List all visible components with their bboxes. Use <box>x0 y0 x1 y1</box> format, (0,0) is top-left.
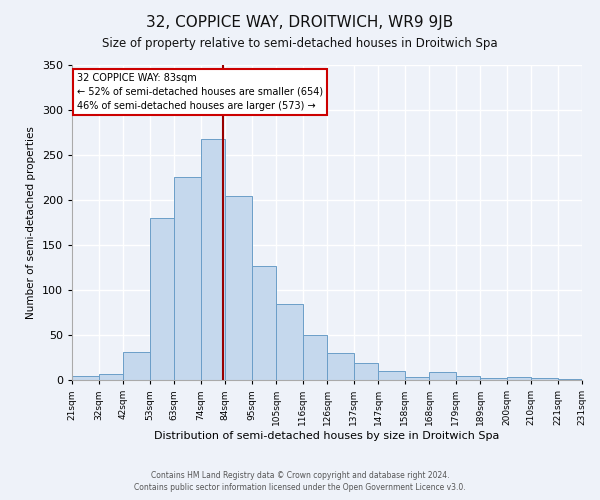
Bar <box>303 335 327 380</box>
Y-axis label: Number of semi-detached properties: Number of semi-detached properties <box>26 126 36 319</box>
Bar <box>456 376 480 380</box>
Bar <box>558 379 582 380</box>
Bar <box>378 371 405 380</box>
Bar <box>201 139 225 380</box>
Bar <box>429 372 456 380</box>
Bar <box>99 374 123 380</box>
Text: Contains HM Land Registry data © Crown copyright and database right 2024.
Contai: Contains HM Land Registry data © Crown c… <box>134 471 466 492</box>
Text: 32, COPPICE WAY, DROITWICH, WR9 9JB: 32, COPPICE WAY, DROITWICH, WR9 9JB <box>146 15 454 30</box>
Text: 32 COPPICE WAY: 83sqm
← 52% of semi-detached houses are smaller (654)
46% of sem: 32 COPPICE WAY: 83sqm ← 52% of semi-deta… <box>77 73 323 111</box>
Bar <box>480 378 507 380</box>
X-axis label: Distribution of semi-detached houses by size in Droitwich Spa: Distribution of semi-detached houses by … <box>154 431 500 441</box>
Bar <box>252 266 276 380</box>
Bar <box>327 353 354 380</box>
Bar <box>225 196 252 380</box>
Bar <box>405 378 429 380</box>
Bar <box>276 304 303 380</box>
Bar <box>507 378 531 380</box>
Text: Size of property relative to semi-detached houses in Droitwich Spa: Size of property relative to semi-detach… <box>102 38 498 51</box>
Bar <box>354 363 378 380</box>
Bar <box>150 218 174 380</box>
Bar <box>174 176 201 380</box>
Bar <box>531 378 558 380</box>
Bar <box>123 352 150 380</box>
Bar <box>72 376 99 380</box>
